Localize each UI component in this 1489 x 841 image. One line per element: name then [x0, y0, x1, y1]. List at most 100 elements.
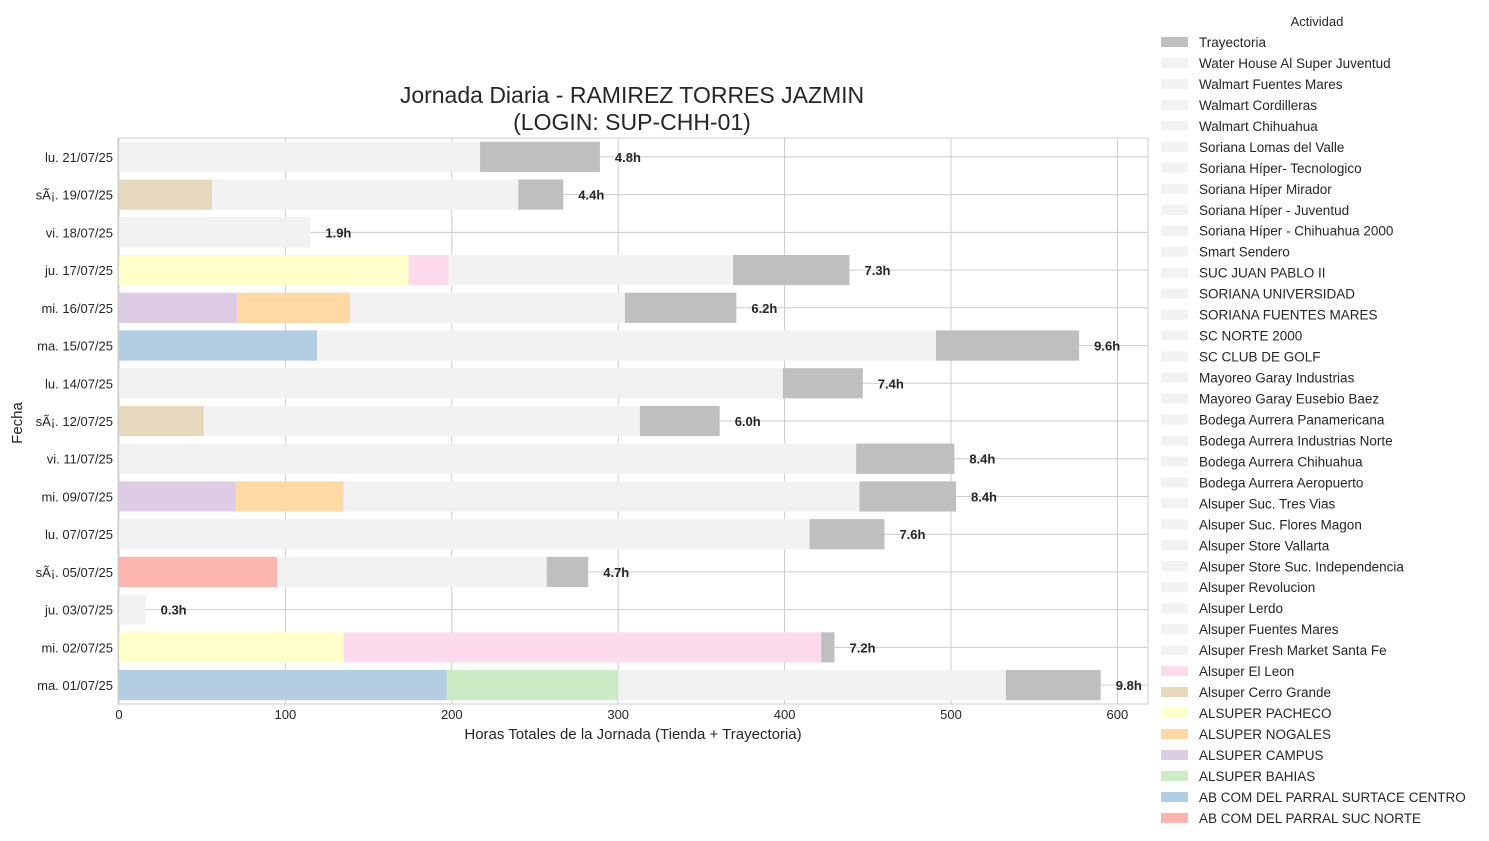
bar-total-label: 9.8h — [1116, 678, 1142, 693]
legend-entry-label: Bodega Aurrera Aeropuerto — [1199, 475, 1363, 490]
bar-segment — [546, 556, 589, 588]
x-tick-labels: 0 100 200 300 400 500 600 — [115, 707, 1128, 722]
bar-segment — [235, 481, 344, 512]
legend-swatch — [1161, 603, 1188, 614]
y-tick-label: mi. 09/07/25 — [41, 489, 113, 504]
bar-segment — [480, 141, 600, 172]
bar-total-label: 6.0h — [735, 414, 761, 429]
bar-segment — [859, 481, 956, 512]
legend-entry-label: Alsuper Store Vallarta — [1199, 538, 1330, 553]
bar-segment — [343, 481, 860, 512]
legend-swatch — [1161, 246, 1188, 257]
legend-swatch — [1161, 225, 1188, 236]
legend-swatch — [1161, 351, 1188, 362]
y-axis-label: Fecha — [9, 402, 26, 444]
bar-total-label: 4.7h — [603, 565, 629, 580]
y-tick-label: ma. 01/07/25 — [37, 678, 113, 693]
x-tick-label: 400 — [774, 707, 796, 722]
legend-swatch — [1161, 141, 1188, 152]
bar-total-label: 4.8h — [615, 150, 641, 165]
bar-segment — [1005, 670, 1101, 701]
y-tick-label: sÃ¡. 19/07/25 — [36, 188, 113, 203]
legend-swatch — [1161, 288, 1188, 299]
legend-swatch — [1161, 582, 1188, 593]
legend-swatch — [1161, 393, 1188, 404]
legend-swatch — [1161, 456, 1188, 467]
x-tick-label: 500 — [940, 707, 962, 722]
bar-segment — [624, 292, 737, 323]
bar-total-label: 9.6h — [1094, 339, 1120, 354]
legend-entry-label: SORIANA UNIVERSIDAD — [1199, 287, 1355, 302]
legend-swatch — [1161, 708, 1188, 719]
legend-entry-label: Alsuper Fresh Market Santa Fe — [1199, 643, 1387, 658]
legend-entry-label: Trayectoria — [1199, 35, 1267, 50]
legend-swatch — [1161, 120, 1188, 131]
bar-segment — [119, 405, 204, 437]
legend-entry-label: SORIANA FUENTES MARES — [1199, 308, 1378, 323]
legend-entry-label: ALSUPER BAHIAS — [1199, 769, 1315, 784]
bar-segment — [119, 179, 213, 210]
x-tick-label: 200 — [441, 707, 463, 722]
bars — [119, 141, 1101, 701]
legend-entry-label: Alsuper Store Suc. Independencia — [1199, 559, 1404, 574]
legend-entry-label: ALSUPER NOGALES — [1199, 727, 1331, 742]
legend-entry-label: Mayoreo Garay Industrias — [1199, 371, 1355, 386]
bar-segment — [733, 254, 850, 286]
legend-entry-label: Walmart Fuentes Mares — [1199, 77, 1343, 92]
y-tick-label: mi. 02/07/25 — [41, 640, 113, 655]
chart-title-line1: Jornada Diaria - RAMIREZ TORRES JAZMIN — [400, 82, 864, 108]
legend-entry-label: ALSUPER CAMPUS — [1199, 748, 1324, 763]
x-tick-label: 100 — [275, 707, 297, 722]
bar-total-label: 7.4h — [878, 376, 904, 391]
bar-segment — [119, 217, 311, 248]
legend-entry-label: Smart Sendero — [1199, 245, 1290, 260]
y-tick-label: vi. 18/07/25 — [46, 225, 113, 240]
bar-total-label: 6.2h — [751, 301, 777, 316]
bar-segment — [277, 556, 547, 588]
bar-total-label: 4.4h — [578, 188, 604, 203]
legend-entry-label: ALSUPER PACHECO — [1199, 706, 1332, 721]
legend-entry-label: Soriana Híper - Juventud — [1199, 203, 1349, 218]
legend-swatch — [1161, 37, 1188, 47]
legend-swatch — [1161, 477, 1188, 488]
legend-entry-label: SUC JUAN PABLO II — [1199, 266, 1326, 281]
bar-segment — [119, 330, 318, 361]
legend-swatch — [1161, 666, 1188, 677]
legend-swatch — [1161, 78, 1188, 89]
y-tick-label: mi. 16/07/25 — [41, 301, 113, 316]
legend-swatch — [1161, 791, 1188, 802]
chart-title-line2: (LOGIN: SUP-CHH-01) — [513, 109, 751, 135]
legend-entry-label: Walmart Chihuahua — [1199, 119, 1318, 134]
legend-swatch — [1161, 267, 1188, 278]
legend-swatch — [1161, 162, 1188, 173]
bar-segment — [119, 632, 344, 663]
legend-entry-label: AB COM DEL PARRAL SUC NORTE — [1199, 811, 1421, 826]
legend-swatch — [1161, 372, 1188, 383]
legend-swatch — [1161, 498, 1188, 509]
legend-entry-label: Alsuper El Leon — [1199, 664, 1294, 679]
legend-swatch — [1161, 519, 1188, 530]
legend-entry-label: AB COM DEL PARRAL SURTACE CENTRO — [1199, 790, 1466, 805]
legend: Actividad Trayectoria Water House Al Supe… — [1161, 14, 1466, 826]
legend-entry-label: Water House Al Super Juventud — [1199, 56, 1391, 71]
legend-entry-label: Bodega Aurrera Industrias Norte — [1199, 433, 1393, 448]
legend-title: Actividad — [1291, 14, 1344, 29]
x-tick-label: 600 — [1107, 707, 1129, 722]
legend-swatch — [1161, 540, 1188, 551]
y-tick-label: ju. 17/07/25 — [44, 263, 113, 278]
legend-swatch — [1161, 204, 1188, 215]
bar-segment — [618, 670, 1006, 701]
legend-entry-label: Alsuper Revolucion — [1199, 580, 1315, 595]
legend-swatch — [1161, 645, 1188, 656]
y-tick-label: lu. 07/07/25 — [45, 527, 113, 542]
legend-swatch — [1161, 57, 1188, 68]
legend-swatch — [1161, 624, 1188, 635]
legend-entry-label: Alsuper Suc. Flores Magon — [1199, 517, 1362, 532]
bar-total-label: 7.2h — [850, 640, 876, 655]
legend-entry-label: Alsuper Cerro Grande — [1199, 685, 1331, 700]
y-tick-label: lu. 21/07/25 — [45, 150, 113, 165]
bar-segment — [408, 254, 449, 286]
legend-entry-label: Walmart Cordilleras — [1199, 98, 1317, 113]
x-tick-label: 300 — [607, 707, 629, 722]
